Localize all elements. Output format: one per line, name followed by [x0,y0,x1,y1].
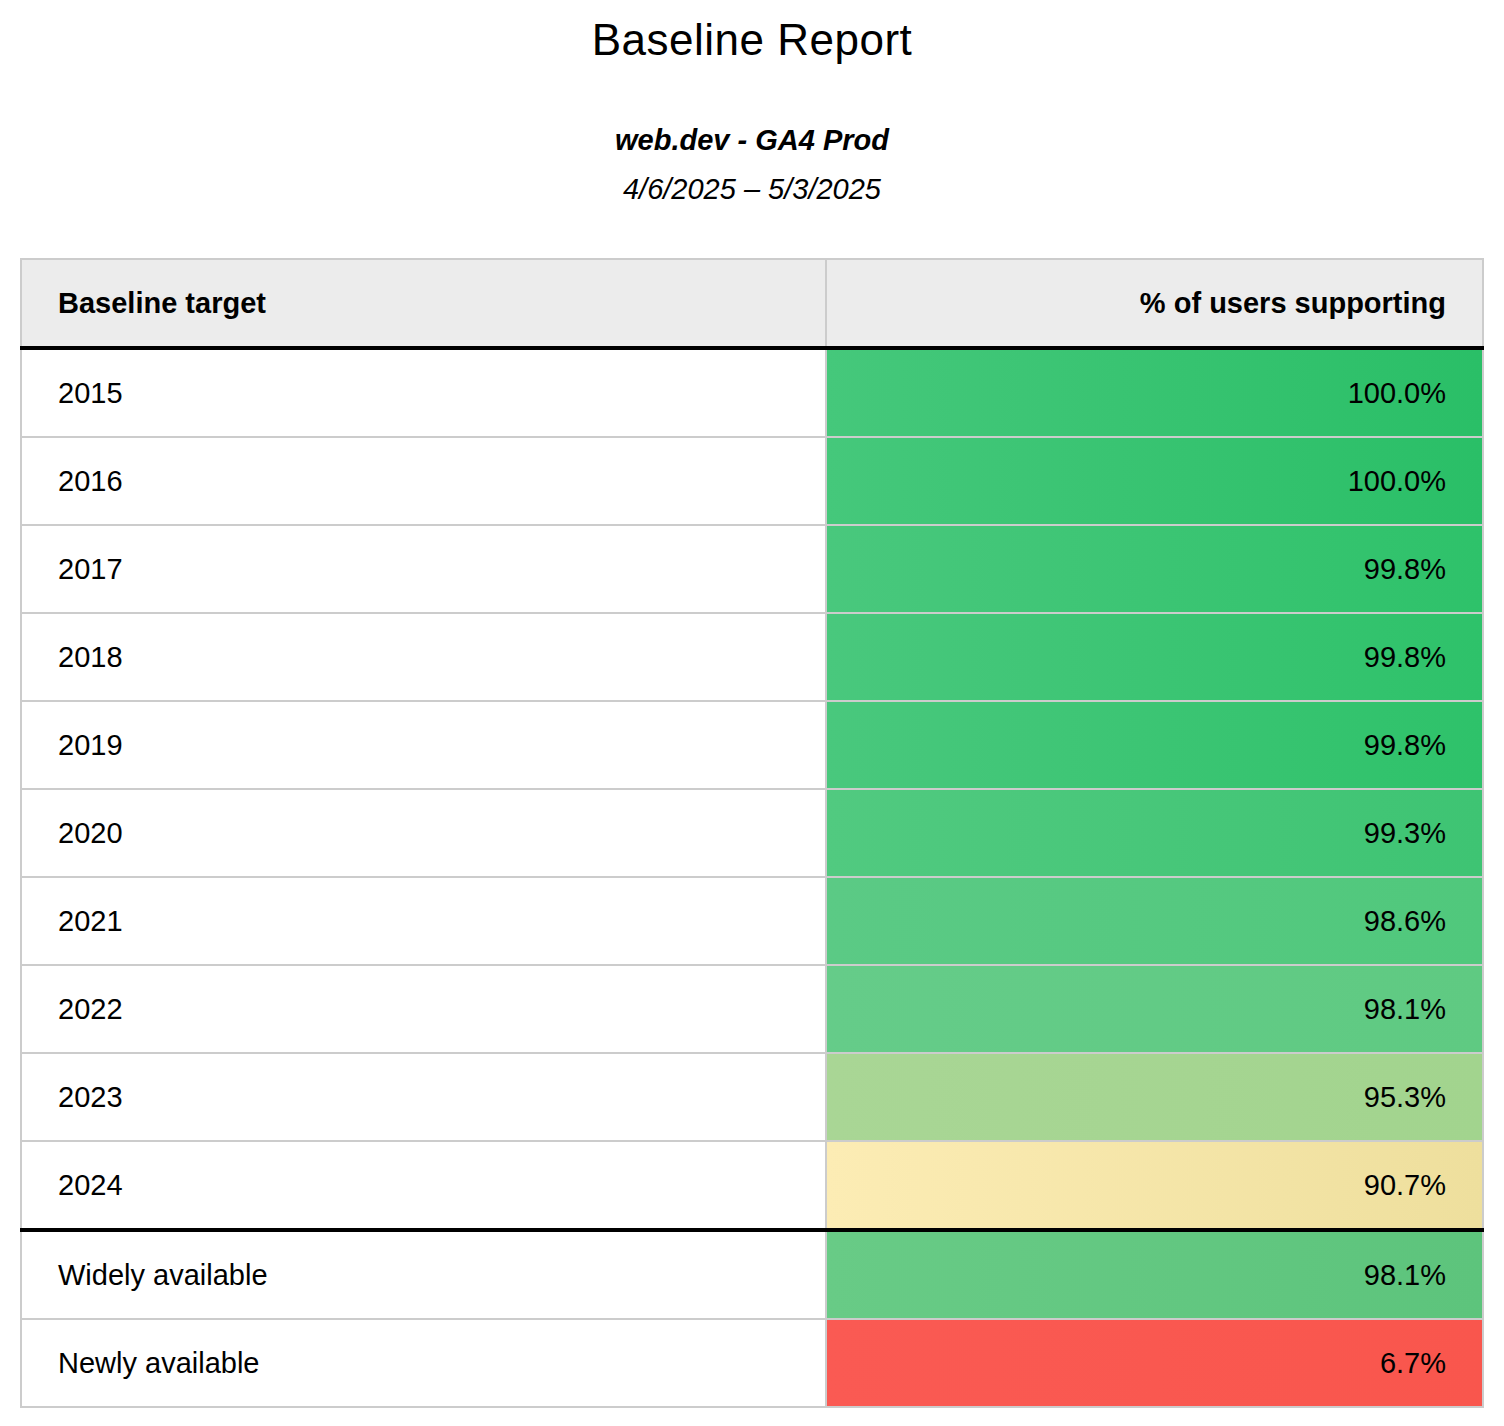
percent-supporting-cell: 99.8% [826,525,1483,613]
percent-supporting-cell: 98.6% [826,877,1483,965]
table-row: 2019 99.8% [21,701,1483,789]
table-row: 2022 98.1% [21,965,1483,1053]
date-range: 4/6/2025 – 5/3/2025 [623,173,881,205]
baseline-target-cell: 2022 [21,965,826,1053]
percent-supporting-cell: 90.7% [826,1141,1483,1230]
baseline-target-cell: Widely available [21,1230,826,1319]
table-row: 2023 95.3% [21,1053,1483,1141]
percent-supporting-cell: 95.3% [826,1053,1483,1141]
baseline-target-cell: 2020 [21,789,826,877]
table-row: 2016 100.0% [21,437,1483,525]
baseline-target-cell: 2021 [21,877,826,965]
baseline-target-cell: Newly available [21,1319,826,1407]
percent-supporting-cell: 100.0% [826,437,1483,525]
column-header-baseline-target: Baseline target [21,259,826,348]
property-name: web.dev - GA4 Prod [615,124,889,156]
table-row: 2024 90.7% [21,1141,1483,1230]
table-row: 2018 99.8% [21,613,1483,701]
page-title: Baseline Report [20,14,1484,66]
table-body: 2015 100.0% 2016 100.0% 2017 99.8% 2018 … [21,348,1483,1407]
baseline-table: Baseline target % of users supporting 20… [20,258,1484,1408]
table-row: 2017 99.8% [21,525,1483,613]
percent-supporting-cell: 6.7% [826,1319,1483,1407]
baseline-target-cell: 2024 [21,1141,826,1230]
percent-supporting-cell: 98.1% [826,1230,1483,1319]
baseline-report-page: Baseline Report web.dev - GA4 Prod 4/6/2… [0,0,1504,1426]
table-row: 2020 99.3% [21,789,1483,877]
baseline-target-cell: 2016 [21,437,826,525]
table-row: Widely available 98.1% [21,1230,1483,1319]
percent-supporting-cell: 100.0% [826,348,1483,437]
percent-supporting-cell: 99.8% [826,613,1483,701]
table-header-row: Baseline target % of users supporting [21,259,1483,348]
baseline-target-cell: 2018 [21,613,826,701]
baseline-target-cell: 2019 [21,701,826,789]
baseline-target-cell: 2023 [21,1053,826,1141]
column-header-percent-users-supporting: % of users supporting [826,259,1483,348]
percent-supporting-cell: 99.8% [826,701,1483,789]
percent-supporting-cell: 98.1% [826,965,1483,1053]
report-meta: web.dev - GA4 Prod 4/6/2025 – 5/3/2025 [20,116,1484,214]
table-row: 2015 100.0% [21,348,1483,437]
table-row: 2021 98.6% [21,877,1483,965]
baseline-target-cell: 2017 [21,525,826,613]
percent-supporting-cell: 99.3% [826,789,1483,877]
table-row: Newly available 6.7% [21,1319,1483,1407]
baseline-target-cell: 2015 [21,348,826,437]
